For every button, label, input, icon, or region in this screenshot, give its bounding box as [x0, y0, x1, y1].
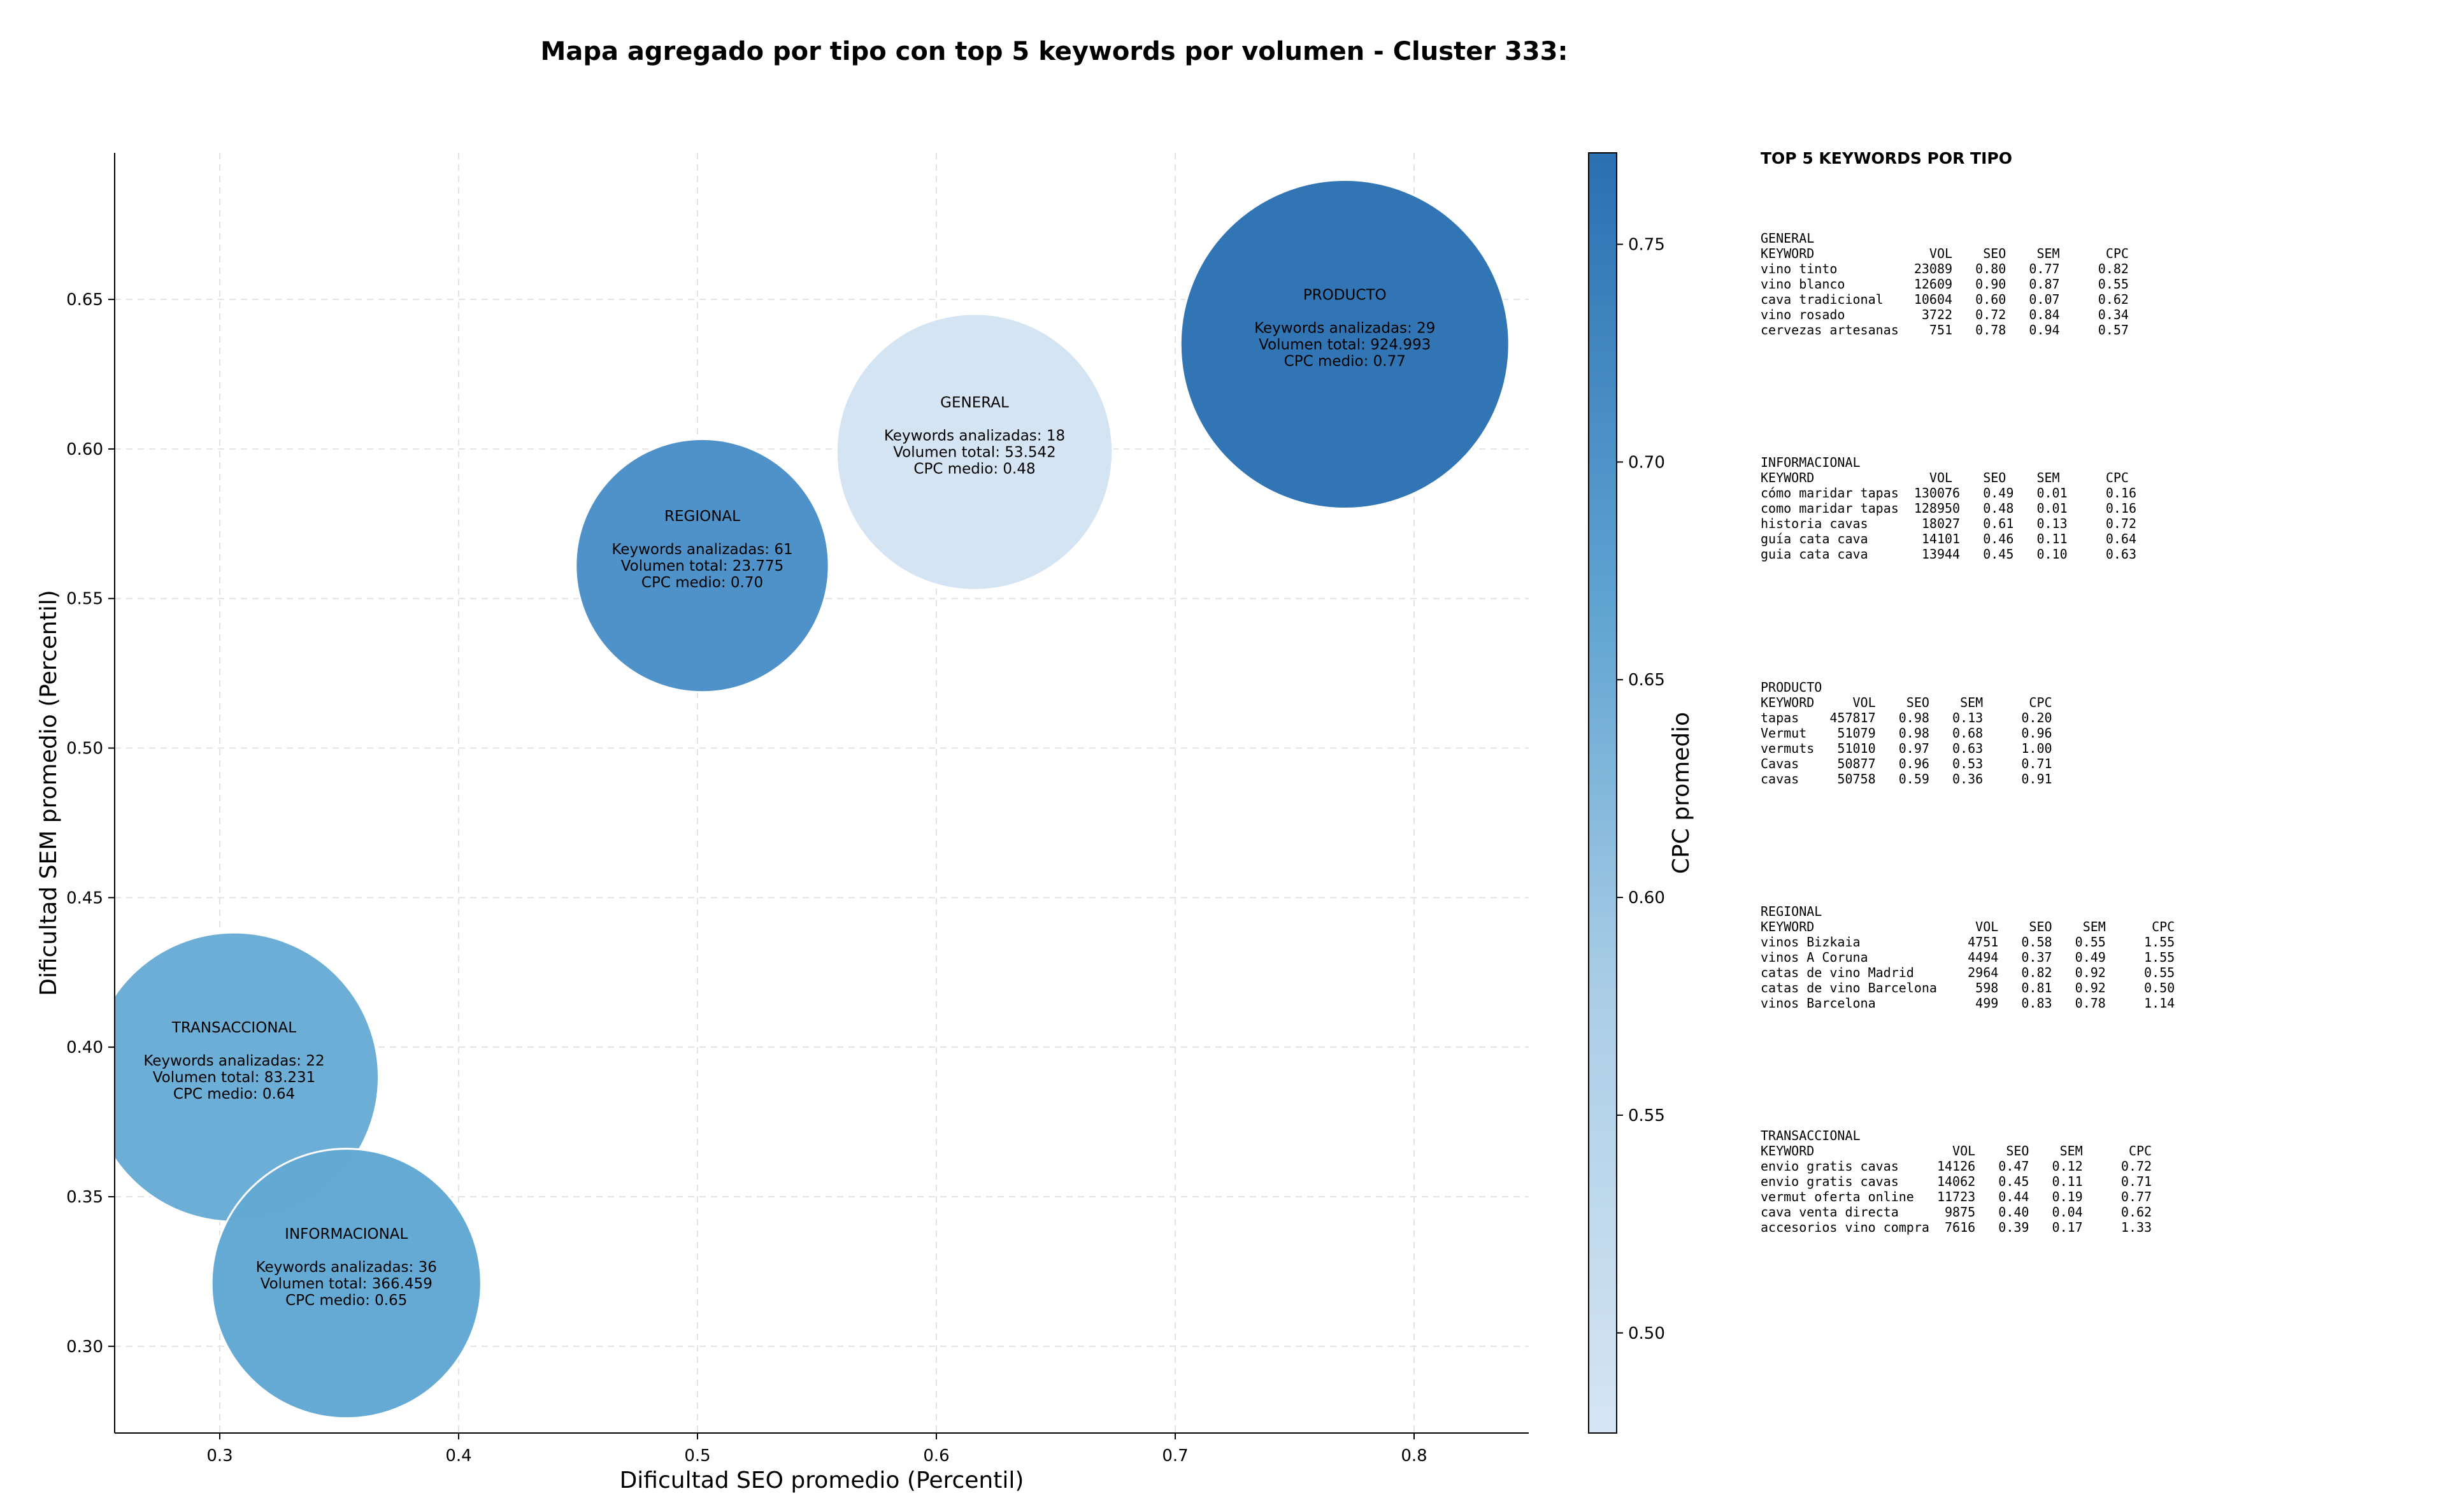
y-tick-label: 0.65: [66, 290, 103, 310]
y-tick-label: 0.55: [66, 590, 103, 609]
colorbar-tick-label: 0.75: [1628, 236, 1665, 255]
colorbar-label: CPC promedio: [1668, 712, 1694, 874]
bubble-informacional: [210, 1148, 482, 1420]
bubble-label-line: Volumen total: 23.775: [621, 558, 784, 574]
bubble-label-line: CPC medio: 0.64: [173, 1086, 295, 1102]
bubble-label-line: CPC medio: 0.48: [913, 461, 1035, 478]
bubble-label-line: CPC medio: 0.65: [285, 1292, 407, 1309]
bubble-general: [835, 313, 1114, 591]
bubble-label-line: INFORMACIONAL: [285, 1226, 408, 1243]
bubble-label-line: Keywords analizadas: 18: [884, 428, 1065, 445]
y-ticks: 0.30 0.35 0.40 0.45 0.50 0.55 0.60 0.65: [66, 290, 115, 1357]
x-axis-label: Dificultad SEO promedio (Percentil): [620, 1467, 1024, 1494]
bubble-label-line: CPC medio: 0.77: [1284, 353, 1406, 370]
keywords-block-producto: PRODUCTO KEYWORD VOL SEO SEM CPC tapas 4…: [1761, 680, 2052, 787]
bubble-regional: [575, 438, 830, 694]
y-tick-label: 0.35: [66, 1188, 103, 1207]
bubble-label-line: PRODUCTO: [1303, 287, 1387, 304]
bubble-label-line: GENERAL: [940, 395, 1009, 411]
y-tick-label: 0.60: [66, 440, 103, 459]
x-tick-label: 0.4: [445, 1446, 471, 1466]
keywords-block-informacional: INFORMACIONAL KEYWORD VOL SEO SEM CPC có…: [1761, 455, 2137, 562]
x-ticks: 0.3 0.4 0.5 0.6 0.7 0.8: [206, 1433, 1427, 1466]
x-tick-label: 0.3: [206, 1446, 232, 1466]
bubble-label-line: Keywords analizadas: 36: [256, 1259, 437, 1276]
bubble-label-line: TRANSACCIONAL: [171, 1020, 296, 1036]
bubble-producto: [1179, 179, 1510, 510]
bubble-label-line: CPC medio: 0.70: [641, 574, 763, 591]
keywords-block-general: GENERAL KEYWORD VOL SEO SEM CPC vino tin…: [1761, 231, 2129, 338]
x-tick-label: 0.5: [684, 1446, 710, 1466]
chart-title: Mapa agregado por tipo con top 5 keyword…: [541, 37, 1568, 66]
keywords-block-transaccional: TRANSACCIONAL KEYWORD VOL SEO SEM CPC en…: [1761, 1128, 2152, 1235]
bubble-label-line: Volumen total: 366.459: [261, 1276, 433, 1292]
bubble-label-line: Volumen total: 83.231: [153, 1069, 316, 1086]
y-axis-label: Dificultad SEM promedio (Percentil): [36, 590, 62, 996]
colorbar-tick-label: 0.60: [1628, 888, 1665, 908]
bubble-label-line: REGIONAL: [664, 508, 740, 525]
colorbar-ticks: 0.50 0.55 0.60 0.65 0.70 0.75: [1617, 236, 1665, 1343]
bubble-label-line: Volumen total: 53.542: [893, 445, 1056, 461]
bubble-label-line: Volumen total: 924.993: [1259, 337, 1431, 353]
bubble-label-line: Keywords analizadas: 29: [1254, 320, 1435, 337]
bubble-label-line: Keywords analizadas: 22: [143, 1053, 324, 1069]
bubbles: [115, 179, 1510, 1420]
x-tick-label: 0.8: [1401, 1446, 1427, 1466]
bubble-label-line: Keywords analizadas: 61: [612, 541, 792, 558]
colorbar-tick-label: 0.55: [1628, 1106, 1665, 1125]
y-tick-label: 0.40: [66, 1038, 103, 1057]
colorbar-tick-label: 0.65: [1628, 671, 1665, 690]
keywords-panel-title: TOP 5 KEYWORDS POR TIPO: [1761, 149, 2012, 168]
colorbar: [1588, 152, 1617, 1434]
x-tick-label: 0.6: [923, 1446, 949, 1466]
colorbar-tick-label: 0.50: [1628, 1324, 1665, 1343]
keywords-block-regional: REGIONAL KEYWORD VOL SEO SEM CPC vinos B…: [1761, 904, 2175, 1011]
colorbar-tick-label: 0.70: [1628, 453, 1665, 472]
y-tick-label: 0.45: [66, 888, 103, 908]
keywords-panel: TOP 5 KEYWORDS POR TIPO GENERAL KEYWORD …: [1761, 0, 2436, 1512]
x-tick-label: 0.7: [1162, 1446, 1188, 1466]
y-tick-label: 0.30: [66, 1337, 103, 1357]
y-tick-label: 0.50: [66, 739, 103, 759]
